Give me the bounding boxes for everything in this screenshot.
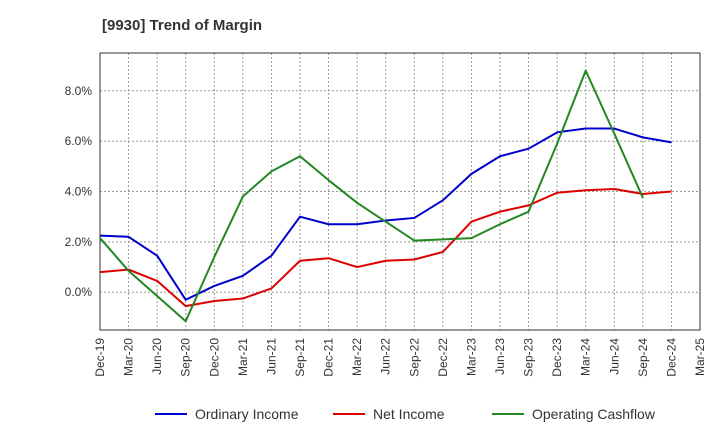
x-tick-label: Dec-19 <box>93 338 107 377</box>
x-tick-label: Jun-24 <box>607 338 621 375</box>
x-tick-label: Mar-24 <box>579 338 593 376</box>
y-tick-label: 2.0% <box>65 235 93 249</box>
x-tick-label: Jun-21 <box>264 338 278 375</box>
legend-label-ordinary-income: Ordinary Income <box>195 406 299 422</box>
x-tick-label: Jun-22 <box>379 338 393 375</box>
x-tick-label: Sep-22 <box>407 338 421 377</box>
x-tick-label: Mar-20 <box>122 338 136 376</box>
x-tick-label: Mar-25 <box>693 338 707 376</box>
plot-frame <box>99 52 701 331</box>
legend-label-net-income: Net Income <box>373 406 445 422</box>
series-line-ordinary-income <box>99 127 672 301</box>
x-tick-label: Sep-24 <box>636 338 650 377</box>
x-tick-label: Mar-23 <box>464 338 478 376</box>
x-tick-label: Sep-20 <box>179 338 193 377</box>
series-line-operating-cashflow <box>99 69 644 323</box>
x-tick-label: Sep-23 <box>522 338 536 377</box>
chart-title: [9930] Trend of Margin <box>102 17 262 34</box>
x-tick-label: Mar-22 <box>350 338 364 376</box>
x-tick-label: Sep-21 <box>293 338 307 377</box>
legend-label-operating-cashflow: Operating Cashflow <box>532 406 656 422</box>
y-tick-label: 0.0% <box>65 285 93 299</box>
x-tick-label: Dec-21 <box>322 338 336 377</box>
x-tick-label: Dec-22 <box>436 338 450 377</box>
x-tick-label: Dec-23 <box>550 338 564 377</box>
y-tick-label: 4.0% <box>65 185 93 199</box>
plot-area: 0.0% 2.0% 4.0% 6.0% 8.0% Dec-19 Mar-20 Jun-20 Se… <box>65 52 707 377</box>
legend: Ordinary Income Net Income Operating Cashf… <box>155 406 656 422</box>
x-tick-label: Jun-23 <box>493 338 507 375</box>
y-tick-label: 8.0% <box>65 84 93 98</box>
x-tick-label: Dec-20 <box>207 338 221 377</box>
x-tick-label: Jun-20 <box>150 338 164 375</box>
x-tick-label: Dec-24 <box>664 338 678 377</box>
x-tick-label: Mar-21 <box>236 338 250 376</box>
y-tick-label: 6.0% <box>65 134 93 148</box>
series-line-net-income <box>99 187 672 308</box>
